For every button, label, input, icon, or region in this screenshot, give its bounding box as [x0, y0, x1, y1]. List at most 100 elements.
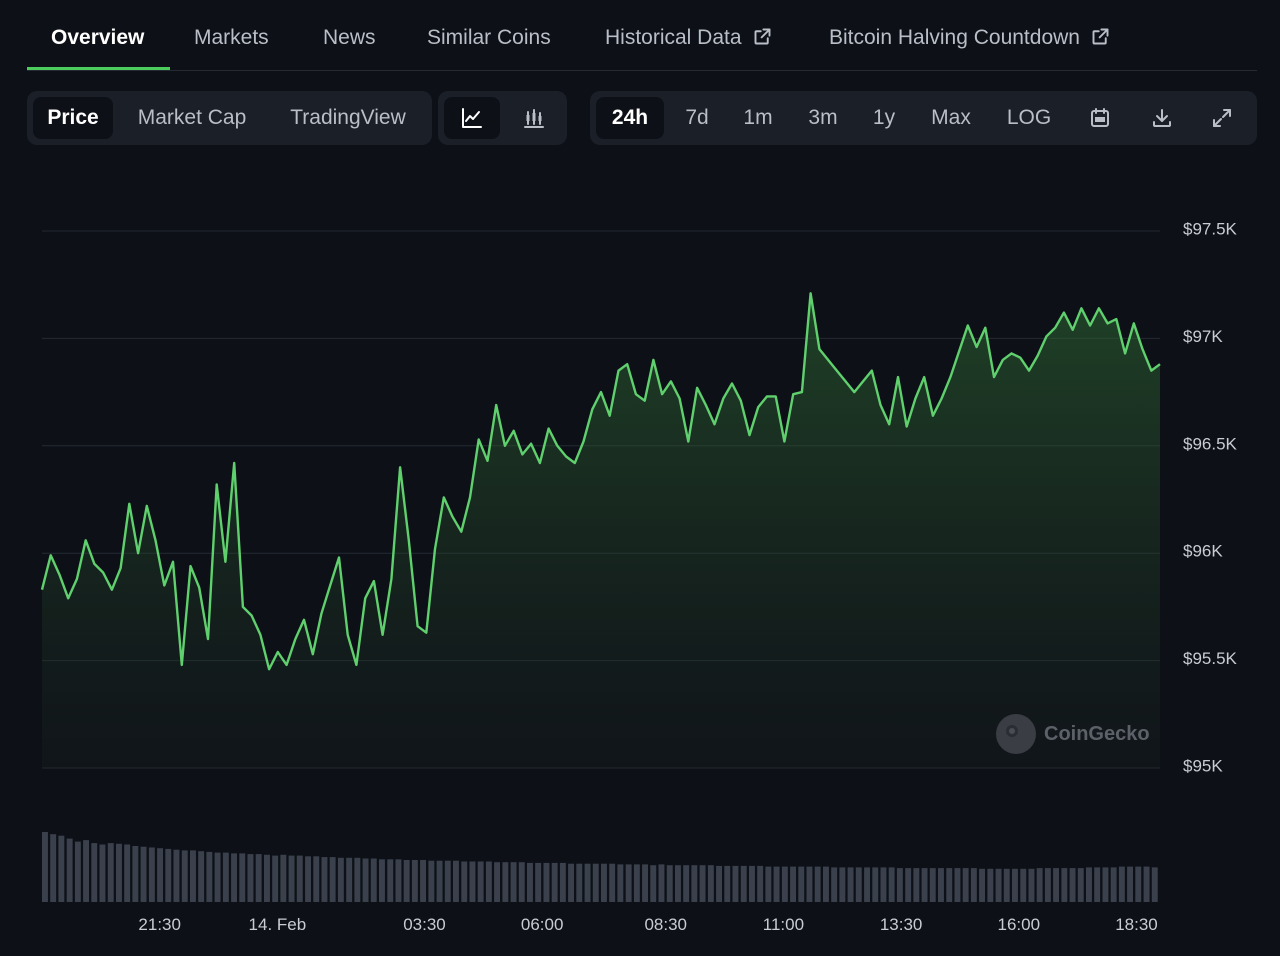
- volume-bar: [987, 868, 994, 902]
- x-tick-label: 03:30: [403, 915, 446, 934]
- volume-bar: [716, 865, 723, 902]
- active-tab-underline: [27, 67, 170, 70]
- y-tick-label: $96K: [1183, 542, 1223, 561]
- range-3m-button[interactable]: 3m: [796, 97, 850, 139]
- volume-bar: [970, 868, 977, 902]
- volume-bar: [395, 859, 402, 902]
- volume-bar: [954, 868, 961, 902]
- volume-bar: [568, 863, 575, 902]
- volume-bar: [1036, 868, 1043, 902]
- price-button[interactable]: Price: [33, 97, 113, 139]
- tab-label: Overview: [51, 26, 145, 49]
- volume-bar: [1020, 868, 1027, 902]
- volume-bar: [929, 868, 936, 902]
- range-1y-button[interactable]: 1y: [862, 97, 906, 139]
- volume-bar: [329, 857, 336, 902]
- tab-historical-data[interactable]: Historical Data: [605, 26, 773, 50]
- volume-bar: [1077, 868, 1084, 902]
- volume-bar: [494, 862, 501, 902]
- y-tick-label: $97.5K: [1183, 219, 1238, 238]
- volume-bar: [979, 868, 986, 902]
- volume-bar: [609, 863, 616, 902]
- volume-bar: [272, 855, 279, 902]
- volume-bar: [724, 865, 731, 902]
- volume-bar: [617, 864, 624, 902]
- volume-bar: [806, 866, 813, 902]
- volume-bar: [1151, 867, 1158, 902]
- download-button[interactable]: [1140, 97, 1184, 139]
- volume-bar: [1127, 866, 1134, 902]
- volume-bar: [625, 864, 632, 902]
- range-1m-button[interactable]: 1m: [732, 97, 784, 139]
- volume-bar: [354, 857, 361, 902]
- volume-bar: [157, 848, 164, 902]
- volume-bar: [1135, 866, 1142, 902]
- volume-bar: [823, 866, 829, 902]
- tab-label: Historical Data: [605, 26, 742, 49]
- volume-bar: [855, 867, 862, 902]
- external-link-icon: [1092, 28, 1109, 45]
- volume-bar: [231, 853, 238, 902]
- chart-view-group: [438, 91, 567, 145]
- volume-bar: [1012, 868, 1018, 902]
- button-label: 3m: [808, 106, 838, 129]
- top-tab-bar: Overview Markets News Similar Coins Hist…: [27, 0, 1257, 71]
- volume-bar: [181, 850, 188, 902]
- line-view-button[interactable]: [444, 97, 500, 139]
- expand-icon: [1213, 109, 1231, 127]
- volume-bar: [485, 861, 492, 902]
- volume-bar: [387, 859, 394, 902]
- volume-bar: [601, 863, 607, 902]
- range-7d-button[interactable]: 7d: [672, 97, 722, 139]
- volume-bar: [584, 863, 591, 902]
- line-chart-icon: [462, 108, 482, 128]
- tab-markets[interactable]: Markets: [194, 26, 269, 50]
- volume-bar: [798, 866, 805, 902]
- volume-bar: [1110, 867, 1117, 902]
- volume-bar: [814, 866, 821, 902]
- volume-bar: [666, 865, 673, 902]
- date-picker-button[interactable]: [1078, 97, 1122, 139]
- volume-bar: [576, 863, 583, 902]
- time-range-group: 24h 7d 1m 3m 1y Max LOG: [590, 91, 1257, 145]
- volume-bar: [403, 860, 410, 902]
- volume-bar: [461, 861, 468, 902]
- candlestick-view-button[interactable]: [506, 97, 562, 139]
- log-scale-button[interactable]: LOG: [996, 97, 1062, 139]
- volume-bar: [962, 868, 969, 902]
- download-icon: [1153, 109, 1171, 127]
- volume-bar: [502, 862, 509, 902]
- volume-bar: [1118, 866, 1125, 902]
- volume-bars: [42, 832, 1158, 902]
- volume-bar: [872, 867, 879, 902]
- tab-news[interactable]: News: [323, 26, 376, 50]
- button-label: 1y: [872, 106, 896, 129]
- volume-bar: [247, 854, 254, 902]
- range-max-button[interactable]: Max: [918, 97, 984, 139]
- volume-bar: [831, 867, 838, 902]
- tab-bitcoin-halving-countdown[interactable]: Bitcoin Halving Countdown: [829, 26, 1111, 50]
- volume-bar: [428, 860, 435, 902]
- volume-bar: [132, 846, 139, 902]
- volume-bar: [362, 858, 369, 902]
- volume-bar: [847, 867, 854, 902]
- market-cap-button[interactable]: Market Cap: [121, 97, 263, 139]
- range-24h-button[interactable]: 24h: [596, 97, 664, 139]
- price-chart[interactable]: $97.5K $97K $96.5K $96K $95.5K $95K 21:30 14. …: [0, 160, 1280, 956]
- volume-bar: [469, 861, 476, 902]
- tab-overview[interactable]: Overview: [51, 26, 144, 50]
- tab-label: News: [323, 26, 376, 49]
- tradingview-button[interactable]: TradingView: [273, 97, 423, 139]
- volume-bar: [938, 868, 944, 902]
- x-tick-label: 11:00: [763, 915, 804, 934]
- volume-bar: [411, 860, 418, 902]
- volume-bar: [346, 857, 353, 902]
- volume-bar: [896, 868, 903, 902]
- volume-bar: [91, 843, 98, 902]
- tab-similar-coins[interactable]: Similar Coins: [427, 26, 551, 50]
- fullscreen-button[interactable]: [1200, 97, 1244, 139]
- volume-bar: [370, 858, 377, 902]
- x-tick-label: 16:00: [998, 915, 1041, 934]
- volume-bar: [995, 868, 1002, 902]
- volume-bar: [198, 851, 205, 902]
